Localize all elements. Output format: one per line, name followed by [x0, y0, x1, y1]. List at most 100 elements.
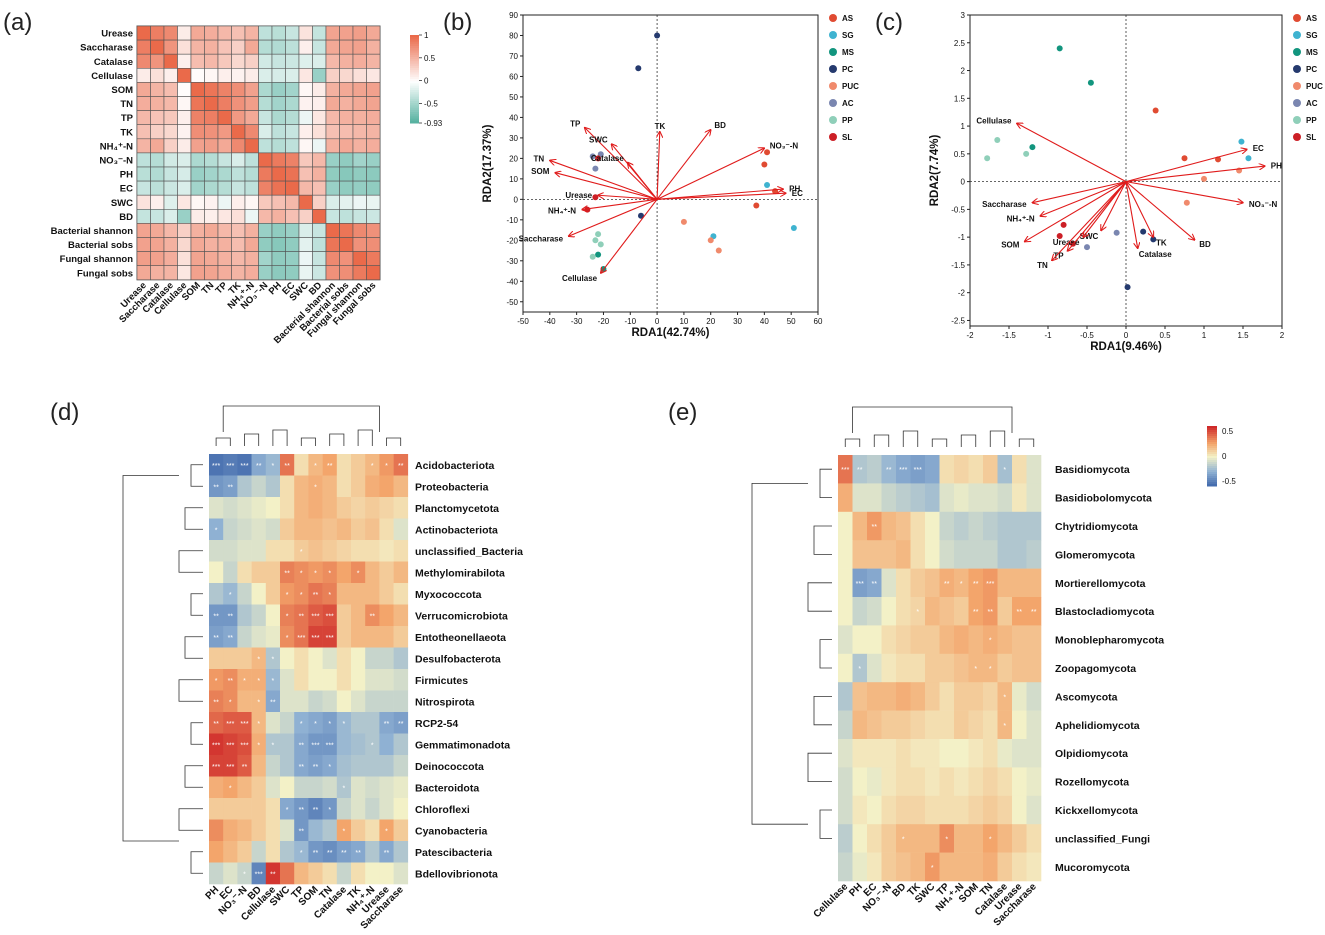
y-tick-label: -2.5 [951, 316, 965, 325]
heatmap-cell [339, 251, 354, 267]
significance-mark: * [989, 666, 992, 673]
heatmap-cell [312, 152, 327, 168]
heatmap-cell [983, 540, 998, 569]
significance-mark: ** [313, 592, 319, 599]
heatmap-cell [838, 710, 853, 740]
significance-mark: ** [242, 764, 248, 771]
legend-tick-label: -0.5 [1222, 477, 1236, 486]
heatmap-cell [163, 96, 178, 111]
heatmap-cell [867, 540, 882, 569]
heatmap-cell [217, 152, 232, 168]
heatmap-cell [379, 454, 394, 476]
vector-label: EC [792, 189, 803, 198]
row-label: Bacterial sobs [68, 240, 133, 251]
data-point [790, 225, 797, 232]
vector-arrow [1125, 181, 1195, 240]
heatmap-cell [939, 568, 955, 598]
heatmap-cell [150, 25, 165, 41]
significance-mark: * [328, 592, 331, 599]
heatmap-cell [280, 497, 295, 519]
heatmap-cell [954, 824, 969, 853]
heatmap-cell [336, 733, 352, 756]
heatmap-cell [1026, 710, 1042, 740]
heatmap-cell [308, 561, 323, 584]
heatmap-cell [365, 755, 380, 777]
significance-mark: ** [228, 484, 234, 491]
legend-swatch [1207, 456, 1217, 459]
vector-arrow [601, 199, 658, 273]
legend-marker [829, 133, 837, 141]
heatmap-cell [190, 39, 205, 55]
legend-swatch [1207, 474, 1217, 477]
heatmap-cell [244, 124, 259, 140]
heatmap-cell [265, 755, 281, 777]
heatmap-cell [217, 53, 232, 69]
heatmap-cell [322, 819, 338, 842]
heatmap-cell [336, 583, 352, 605]
heatmap-cell [867, 767, 882, 797]
row-label: Mortierellomycota [1055, 578, 1146, 590]
heatmap-cell [983, 710, 998, 740]
heatmap-cell [379, 755, 394, 777]
heatmap-cell [393, 862, 409, 885]
heatmap-cell [237, 647, 252, 670]
heatmap-cell [1026, 625, 1042, 655]
vector-arrow [1125, 166, 1265, 183]
row-dendrogram-branch [819, 468, 832, 498]
row-label: Basidiomycota [1055, 464, 1130, 476]
heatmap-cell [336, 604, 352, 627]
heatmap-cell [365, 776, 380, 799]
heatmap-cell [209, 755, 224, 777]
heatmap-cell [217, 124, 232, 140]
heatmap-cell [968, 824, 984, 853]
panel-c: -2 -1.5 -1 -0.5 0 0.5 1 1.5 2 3 2.5 2 1.5 1 0.5 0 -0.5 -1… [929, 11, 1323, 353]
heatmap-cell [177, 138, 192, 154]
heatmap-cell [366, 152, 381, 168]
heatmap-cell [954, 710, 969, 740]
vector-label: Catalase [591, 154, 624, 163]
vector-label: SOM [531, 167, 550, 176]
heatmap-cell [336, 841, 352, 863]
row-label: Methylomirabilota [415, 567, 505, 579]
heatmap-cell [997, 824, 1013, 853]
heatmap-cell [163, 138, 178, 154]
heatmap-cell [867, 653, 882, 683]
heatmap-cell [1012, 852, 1027, 882]
heatmap-cell [838, 682, 853, 711]
heatmap-cell [237, 690, 252, 713]
heatmap-cell [997, 455, 1013, 484]
heatmap-cell [336, 798, 352, 820]
significance-mark: ** [973, 581, 979, 588]
heatmap-cell [365, 647, 380, 670]
heatmap-cell [285, 265, 300, 281]
legend-swatch [1207, 442, 1217, 445]
panel-label: (e) [668, 399, 697, 426]
vector-arrow [1052, 181, 1127, 261]
heatmap-cell [163, 237, 178, 252]
row-dendrogram-branch [190, 722, 203, 745]
legend-label: PC [842, 65, 853, 74]
heatmap-cell [136, 39, 151, 55]
vector-label: TK [1156, 239, 1167, 248]
heatmap-cell [896, 597, 911, 626]
heatmap-cell [838, 597, 853, 626]
legend-swatch [410, 116, 419, 120]
vector-arrow [550, 160, 658, 200]
heatmap-cell [298, 152, 313, 168]
heatmap-cell [352, 251, 367, 267]
legend-marker [1293, 82, 1301, 90]
heatmap-cell [217, 25, 232, 41]
heatmap-cell [177, 68, 192, 83]
heatmap-cell [351, 862, 366, 885]
heatmap-cell [294, 454, 309, 476]
vector-label: Cellulase [562, 274, 598, 283]
significance-mark: *** [326, 635, 334, 642]
heatmap-cell [298, 209, 313, 224]
heatmap-cell [312, 82, 327, 97]
heatmap-cell [209, 776, 224, 799]
legend-swatch [410, 43, 419, 47]
heatmap-cell [223, 798, 238, 820]
significance-mark: * [300, 592, 303, 599]
heatmap-cell [150, 68, 165, 83]
heatmap-cell [244, 138, 259, 154]
